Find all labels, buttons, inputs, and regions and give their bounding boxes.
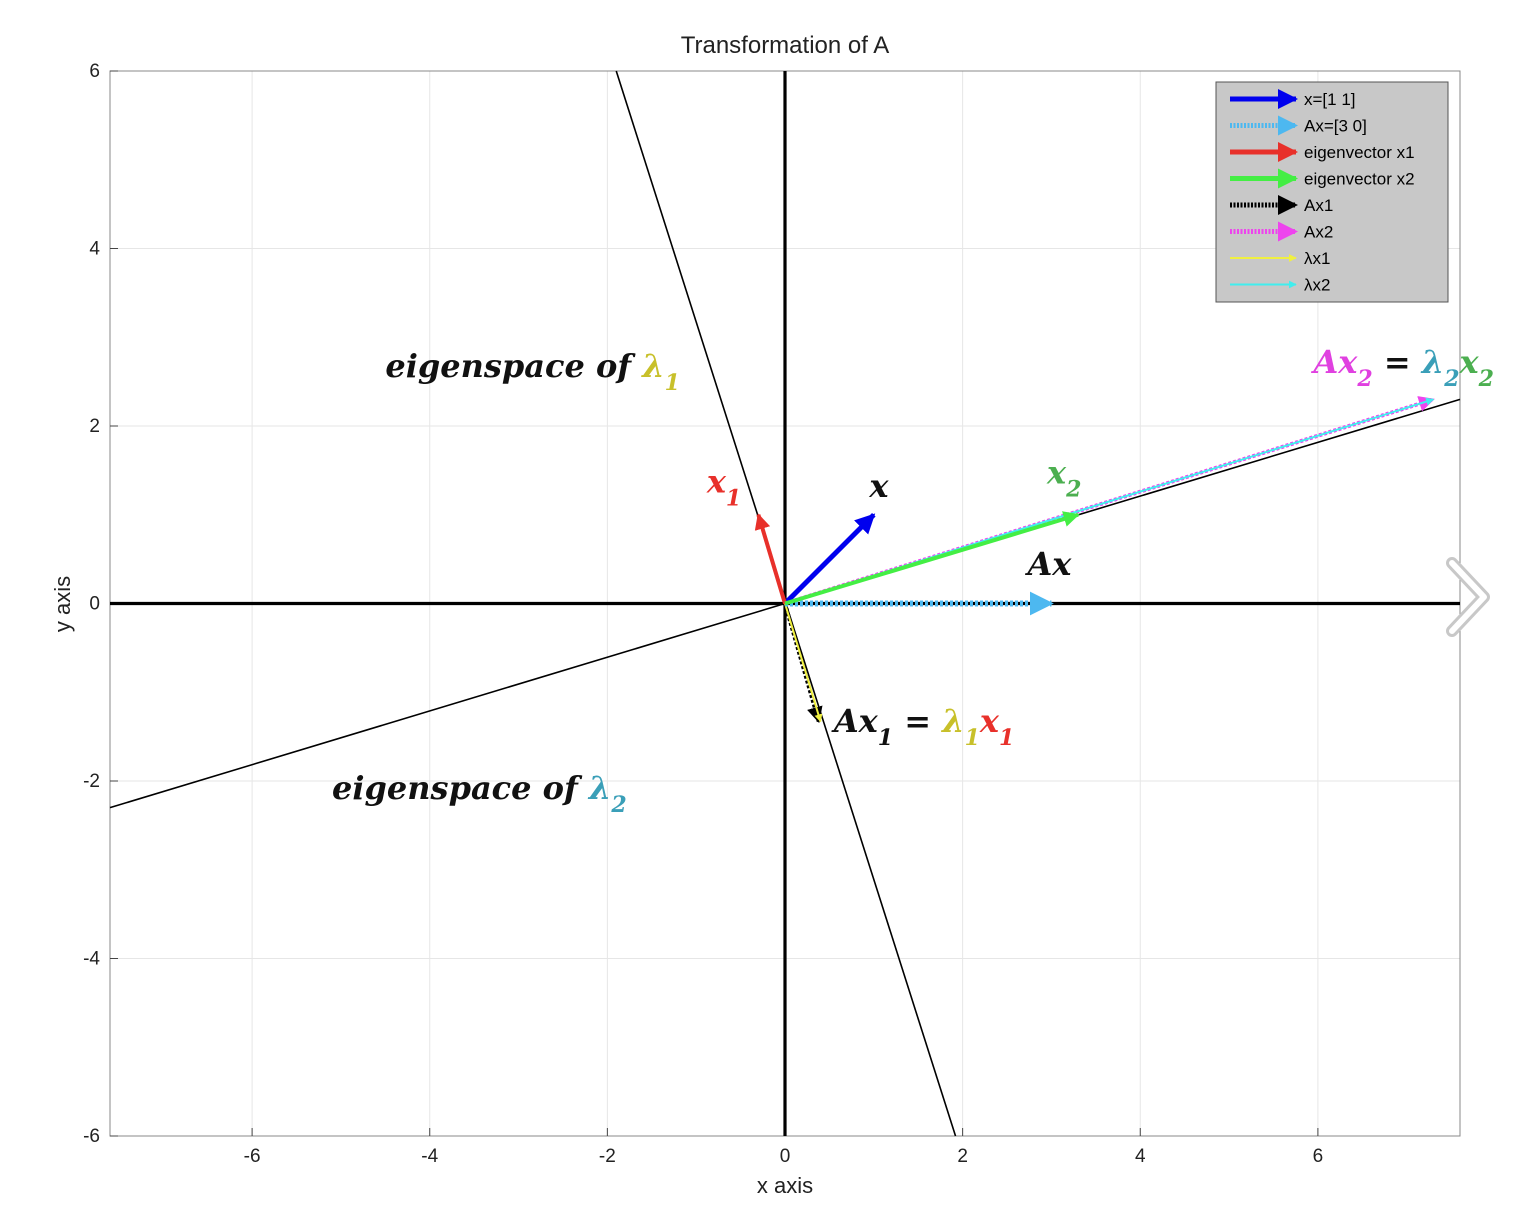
vector-lambdax1 [784, 603, 823, 723]
annotation-eig1: eigenspace of λ1 [385, 347, 680, 396]
y-tick-label: 0 [89, 594, 100, 615]
x-tick-label: 4 [1135, 1146, 1146, 1167]
annotation-x2: x2 [1046, 454, 1081, 503]
y-tick-label: 2 [89, 416, 100, 437]
chart-title: Transformation of A [681, 32, 890, 59]
x-tick-label: -4 [421, 1146, 438, 1167]
legend-box [1215, 81, 1449, 303]
annotation-x1: x1 [706, 463, 741, 512]
x-axis-label: x axis [757, 1173, 813, 1198]
y-tick-label: 4 [89, 239, 100, 260]
legend-label-ax2: Ax2 [1304, 223, 1333, 242]
annotations: eigenspace of λ1 eigenspace of λ2 x1 x x2 Ax A… [332, 343, 1494, 818]
x-tick-label: 6 [1313, 1146, 1324, 1167]
vectors [754, 396, 1435, 724]
axis-ticks: -6 -4 -2 0 2 4 6 -6 -4 -2 0 2 4 6 [83, 61, 1323, 1167]
legend-label-ax-3-0: Ax=[3 0] [1304, 117, 1367, 136]
legend-label-ax1: Ax1 [1304, 196, 1333, 215]
x-tick-label: 2 [957, 1146, 968, 1167]
legend-label-eigenvector-x1: eigenvector x1 [1304, 143, 1415, 162]
legend-label-lambdax2: λx2 [1304, 276, 1330, 295]
annotation-x: x [868, 467, 889, 505]
legend-label-eigenvector-x2: eigenvector x2 [1304, 170, 1415, 189]
annotation-Ax1eq: Ax1 = λ1x1 [831, 702, 1014, 751]
y-tick-label: -4 [83, 949, 100, 970]
x-tick-label: -6 [244, 1146, 261, 1167]
legend: x=[1 1] Ax=[3 0] eigenvector x1 eigenvector… [1215, 81, 1449, 303]
annotation-eig2: eigenspace of λ2 [332, 769, 627, 818]
y-tick-label: -2 [83, 771, 100, 792]
vector-x-1-1 [783, 512, 876, 606]
x-tick-label: -2 [599, 1146, 616, 1167]
y-tick-label: -6 [83, 1126, 100, 1147]
y-axis-label: y axis [50, 576, 75, 632]
legend-label-lambdax1: λx1 [1304, 249, 1330, 268]
vector-eigenvector-x1 [754, 513, 787, 605]
annotation-Ax: Ax [1024, 545, 1072, 583]
y-tick-label: 6 [89, 61, 100, 82]
next-arrow-icon[interactable] [1446, 557, 1490, 637]
vector-eigenvector-x2 [784, 511, 1080, 606]
legend-label-x-1-1: x=[1 1] [1304, 90, 1356, 109]
annotation-Ax2eq: Ax2 = λ2x2 [1310, 343, 1493, 392]
x-tick-label: 0 [780, 1146, 791, 1167]
